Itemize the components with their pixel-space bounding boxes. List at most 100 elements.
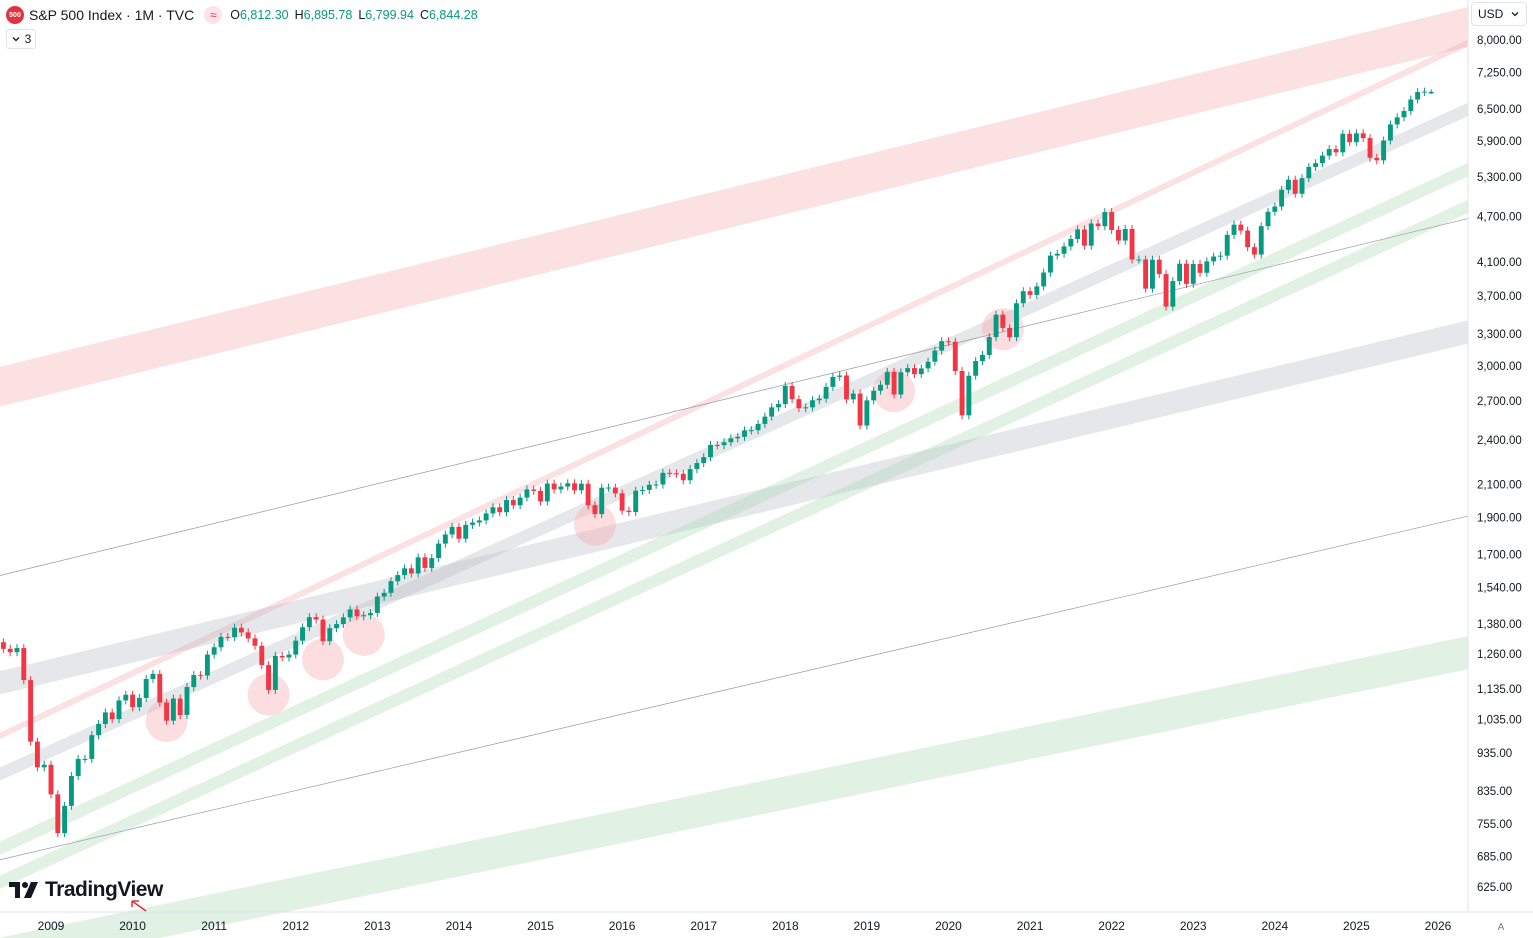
time-tick-label: 2011: [201, 919, 227, 933]
candle-2009-04: [68, 772, 74, 810]
candle-2023-08: [1238, 220, 1244, 235]
price-tick-label: 2,400.00: [1477, 435, 1522, 447]
candle-2019-12: [939, 337, 945, 355]
tradingview-logo[interactable]: TradingView: [9, 878, 163, 902]
candle-2016-05: [646, 480, 652, 494]
candle-2019-03: [878, 380, 883, 395]
candle-body: [1421, 91, 1427, 93]
candle-body: [660, 472, 666, 485]
candle-body: [959, 370, 965, 416]
candle-2023-11: [1258, 222, 1264, 259]
candle-body: [837, 375, 843, 377]
candle-body: [198, 675, 204, 677]
candle-2015-06: [572, 479, 577, 495]
candle-body: [1204, 261, 1210, 273]
time-tick-label: 2026: [1425, 919, 1452, 933]
candle-body: [1095, 223, 1101, 227]
candle-2015-10: [599, 483, 605, 519]
candle-2025-01: [1353, 129, 1359, 147]
candle-2011-11: [279, 651, 285, 662]
candle-body: [762, 416, 768, 424]
candle-body: [578, 483, 584, 491]
time-tick-label: 2016: [609, 919, 636, 933]
candle-body: [667, 472, 673, 474]
candle-2022-10: [1170, 277, 1176, 311]
candle-2010-09: [184, 683, 190, 719]
price-tick-label: 2,700.00: [1477, 396, 1522, 408]
candle-2010-10: [191, 671, 197, 692]
time-tick-label: 2025: [1343, 919, 1370, 933]
candle-2022-04: [1129, 224, 1135, 264]
candle-2019-07: [905, 364, 911, 377]
highlight-circle-1: [247, 673, 290, 716]
candle-body: [313, 617, 319, 620]
candle-2017-04: [721, 438, 727, 450]
candle-body: [946, 341, 951, 343]
candle-2023-07: [1231, 220, 1237, 239]
candle-body: [599, 487, 605, 515]
time-tick-label: 2024: [1261, 919, 1288, 933]
candle-body: [816, 398, 822, 401]
candle-body: [1088, 223, 1094, 246]
candle-body: [653, 484, 659, 486]
candle-body: [748, 430, 754, 432]
candle-2012-12: [368, 608, 374, 620]
candle-2023-06: [1224, 230, 1230, 260]
candle-2020-12: [1020, 287, 1026, 308]
currency-select[interactable]: USD: [1471, 2, 1527, 26]
highlight-circle-2: [301, 638, 344, 681]
candle-2021-10: [1088, 219, 1094, 250]
candle-body: [1279, 189, 1285, 207]
price-tick-label: 2,100.00: [1477, 479, 1522, 491]
candle-body: [830, 376, 836, 387]
candle-2024-11: [1340, 129, 1346, 157]
candle-2013-02: [381, 588, 387, 601]
candle-2008-06: [0, 638, 6, 653]
candle-2025-03: [1367, 134, 1373, 162]
red-arrow-icon: [131, 900, 147, 912]
candle-body: [1211, 256, 1217, 262]
candle-body: [1265, 211, 1271, 227]
symbol-title[interactable]: S&P 500 Index · 1M · TVC: [29, 7, 195, 23]
candle-2017-02: [708, 441, 713, 462]
candle-2014-07: [497, 503, 503, 517]
candle-2018-12: [857, 389, 863, 430]
candle-2013-01: [374, 592, 380, 617]
candle-body: [912, 368, 917, 375]
candle-2017-11: [769, 403, 775, 421]
candle-2014-11: [524, 485, 530, 502]
price-axis[interactable]: 8,000.00 7,250.00 6,500.00 5,900.00 5,300.00…: [1477, 35, 1522, 894]
candle-2024-02: [1279, 185, 1285, 211]
time-axis[interactable]: 2009 2010 2011 2012 2013 2014 2015 2016 2017 2018…: [38, 919, 1452, 933]
candle-body: [633, 490, 639, 513]
candle-body: [531, 489, 537, 491]
candle-body: [429, 558, 435, 568]
wave-icon[interactable]: ≈: [204, 6, 223, 24]
candle-2009-09: [102, 708, 108, 728]
candle-body: [1054, 253, 1060, 256]
candle-2022-09: [1163, 270, 1169, 311]
candle-2016-12: [694, 459, 700, 474]
price-tick-label: 5,300.00: [1477, 172, 1522, 184]
candle-body: [592, 505, 598, 515]
candle-2020-04: [966, 371, 972, 420]
candle-2021-05: [1054, 249, 1060, 260]
price-tick-label: 755.00: [1477, 819, 1512, 831]
candle-2018-06: [816, 394, 822, 405]
candle-2024-12: [1347, 129, 1353, 147]
candle-2013-04: [395, 571, 401, 586]
candle-body: [803, 407, 809, 409]
candle-2019-04: [884, 367, 890, 389]
candle-2010-01: [130, 690, 136, 712]
candle-body: [1319, 155, 1325, 164]
price-tick-label: 3,300.00: [1477, 329, 1522, 341]
candle-body: [1238, 224, 1244, 231]
candle-body: [177, 698, 183, 715]
candle-body: [1381, 140, 1387, 161]
auto-scale-button[interactable]: A: [1497, 921, 1505, 933]
candle-body: [1075, 229, 1081, 239]
candle-2012-06: [327, 624, 333, 646]
candle-body: [606, 487, 611, 489]
indicators-toggle-button[interactable]: 3: [6, 29, 36, 49]
